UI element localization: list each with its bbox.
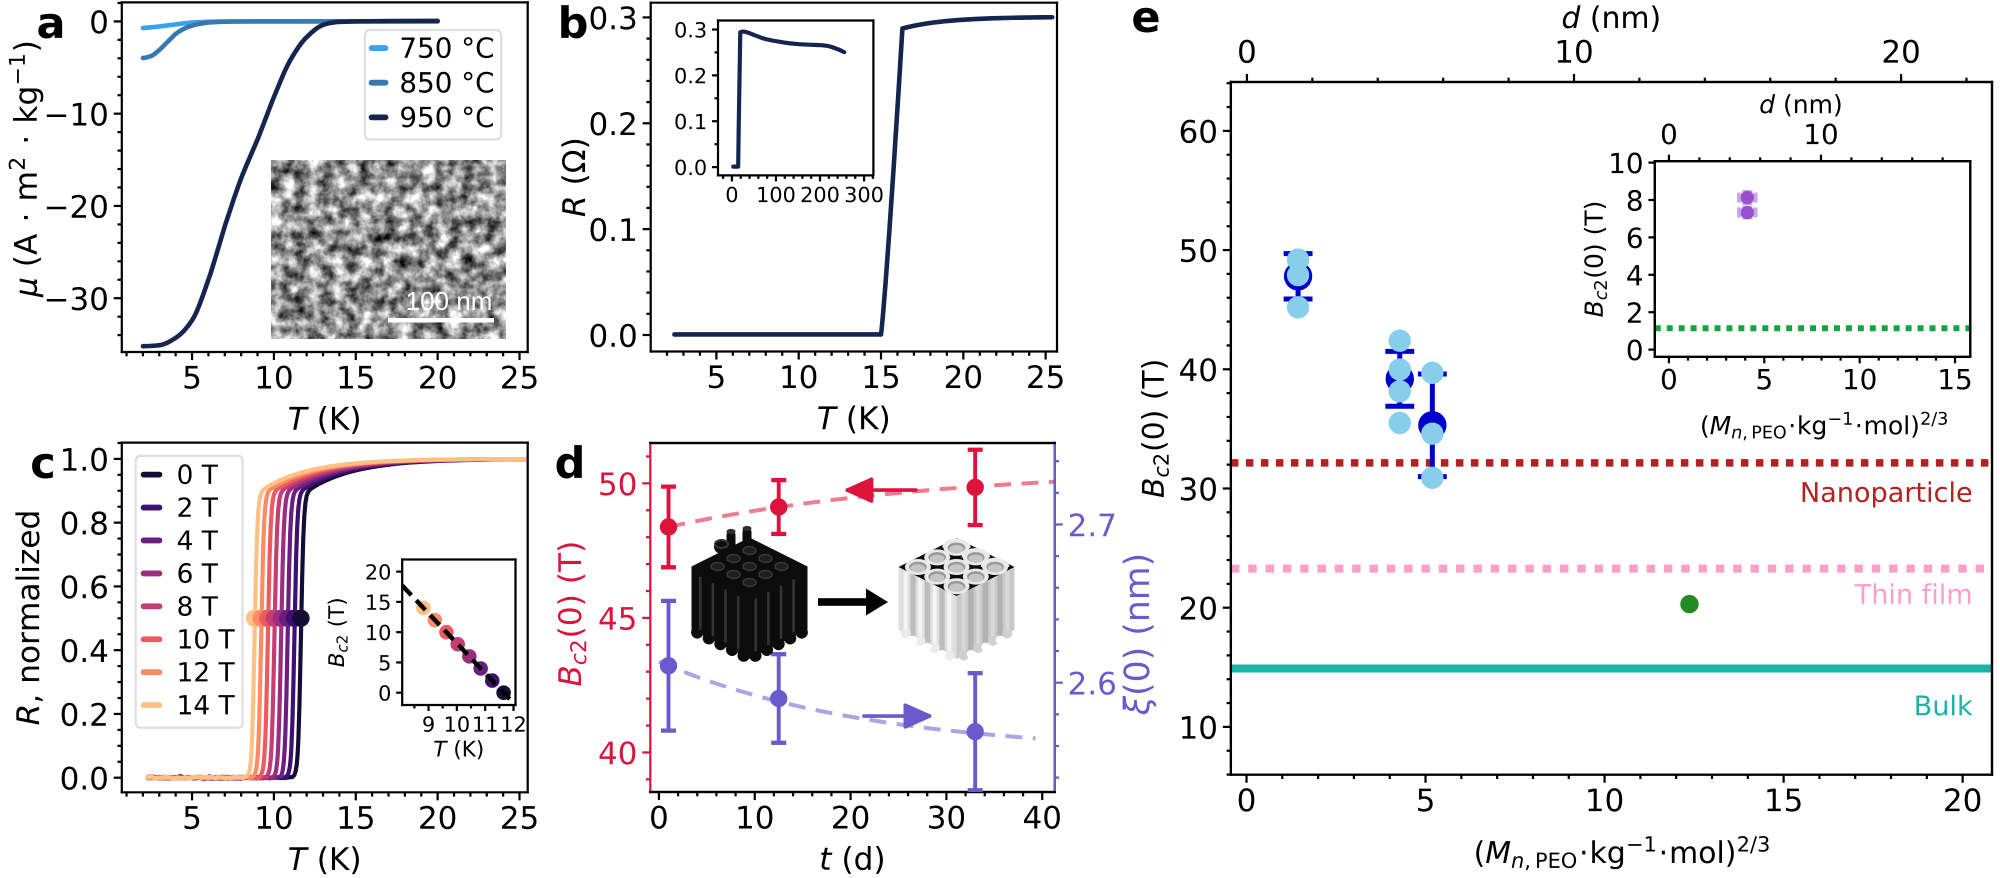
svg-text:100 nm: 100 nm	[406, 286, 493, 316]
